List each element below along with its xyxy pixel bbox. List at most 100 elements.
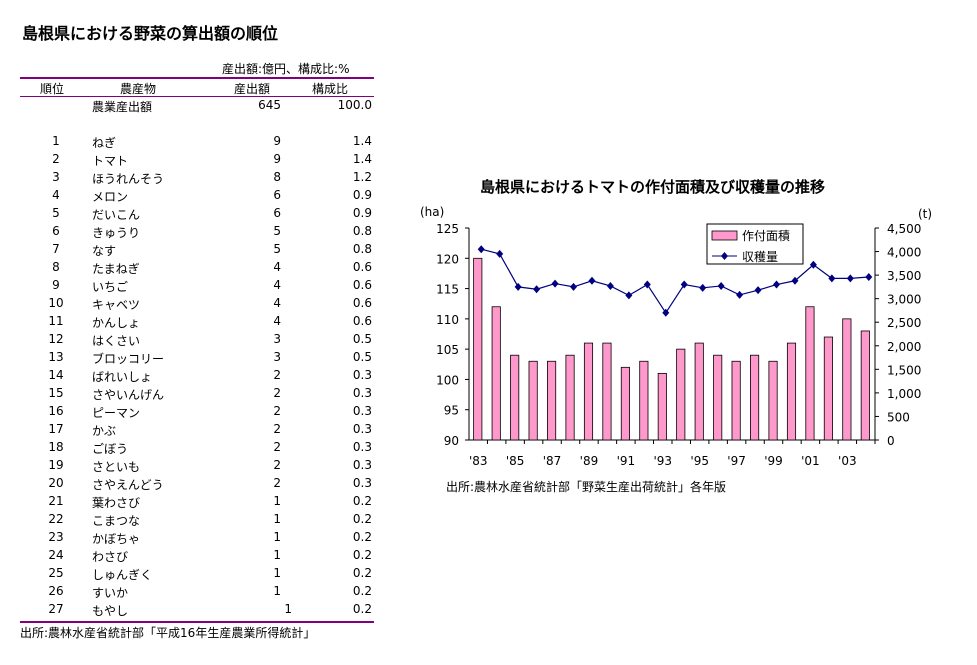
header-rank: 順位 bbox=[40, 82, 65, 96]
cell-rank: 24 bbox=[48, 548, 64, 562]
table-row: 16 ピーマン 2 0.3 bbox=[0, 404, 380, 422]
cell-crop: しゅんぎく bbox=[92, 568, 153, 582]
cell-ratio: 1.4 bbox=[352, 152, 372, 166]
bar-2001 bbox=[805, 306, 815, 441]
cell-value: 9 bbox=[273, 152, 281, 166]
cell-value: 1 bbox=[273, 548, 281, 562]
cell-crop: ばれいしょ bbox=[92, 370, 153, 384]
table-row: 22 こまつな 1 0.2 bbox=[0, 512, 380, 530]
cell-rank: 10 bbox=[48, 296, 64, 310]
cell-crop: もやし bbox=[92, 604, 129, 618]
legend-label-harvest: 収穫量 bbox=[742, 250, 778, 264]
cell-rank: 26 bbox=[48, 584, 64, 598]
table-header: 順位 農産物 産出額 構成比 bbox=[0, 80, 380, 98]
cell-ratio: 0.3 bbox=[352, 368, 372, 382]
table-row: 27 もやし 1 0.2 bbox=[0, 602, 380, 620]
cell-rank: 8 bbox=[52, 260, 60, 274]
cell-crop: メロン bbox=[92, 190, 129, 204]
cell-value: 9 bbox=[273, 134, 281, 148]
table-top-rule bbox=[20, 77, 374, 79]
point-1995 bbox=[699, 283, 707, 292]
cell-ratio: 0.3 bbox=[352, 458, 372, 472]
bar-1993 bbox=[657, 372, 667, 441]
cell-ratio: 0.2 bbox=[352, 530, 372, 544]
table-row: 1 ねぎ 9 1.4 bbox=[0, 134, 380, 152]
cell-crop: ピーマン bbox=[92, 406, 141, 420]
cell-value: 3 bbox=[273, 332, 281, 346]
point-1983 bbox=[477, 245, 485, 254]
table-row: 21 葉わさび 1 0.2 bbox=[0, 494, 380, 512]
left-tick-label: 100 bbox=[436, 373, 459, 387]
cell-value: 3 bbox=[273, 350, 281, 364]
cell-ratio: 1.4 bbox=[352, 134, 372, 148]
x-tick-label: '89 bbox=[580, 454, 599, 468]
bar-1989 bbox=[583, 342, 594, 441]
cell-value: 4 bbox=[273, 260, 281, 274]
point-1992 bbox=[643, 280, 651, 289]
point-1998 bbox=[754, 286, 762, 295]
bar-1988 bbox=[565, 354, 575, 441]
x-tick-label: '95 bbox=[690, 454, 709, 468]
cell-rank: 11 bbox=[48, 314, 64, 328]
bar-1998 bbox=[750, 354, 760, 441]
cell-crop: かぶ bbox=[92, 424, 117, 438]
x-tick-label: '85 bbox=[506, 454, 525, 468]
bar-1987 bbox=[547, 360, 557, 441]
cell-ratio: 0.3 bbox=[352, 476, 372, 490]
cell-value: 2 bbox=[273, 386, 281, 400]
bar-1999 bbox=[768, 360, 778, 441]
cell-ratio: 0.3 bbox=[352, 386, 372, 400]
legend-label-area: 作付面積 bbox=[742, 228, 790, 243]
x-tick-label: '03 bbox=[838, 454, 857, 468]
cell-rank: 6 bbox=[52, 224, 60, 238]
bar-1994 bbox=[676, 348, 686, 441]
cell-ratio: 0.2 bbox=[352, 494, 372, 508]
point-1991 bbox=[625, 291, 633, 300]
table-row: 2 トマト 9 1.4 bbox=[0, 152, 380, 170]
table-row: 3 ほうれんそう 8 1.2 bbox=[0, 170, 380, 188]
cell-rank: 21 bbox=[48, 494, 64, 508]
chart-title: 島根県におけるトマトの作付面積及び収穫量の推移 bbox=[480, 178, 826, 196]
cell-value: 8 bbox=[273, 170, 281, 184]
bar-2004 bbox=[860, 330, 870, 441]
left-tick-label: 110 bbox=[436, 313, 459, 327]
cell-crop: ごぼう bbox=[92, 442, 129, 456]
cell-crop: なす bbox=[92, 244, 117, 258]
point-1990 bbox=[606, 281, 614, 290]
cell-crop: こまつな bbox=[92, 514, 141, 528]
point-1999 bbox=[773, 280, 780, 289]
left-tick-label: 105 bbox=[436, 343, 459, 357]
point-2004 bbox=[865, 272, 873, 281]
cell-value: 2 bbox=[273, 422, 281, 436]
bar-2002 bbox=[823, 336, 833, 441]
point-1993 bbox=[662, 308, 670, 317]
cell-rank: 16 bbox=[48, 404, 64, 418]
cell-ratio: 0.6 bbox=[352, 296, 372, 310]
cell-value: 1 bbox=[273, 494, 281, 508]
table-row: 4 メロン 6 0.9 bbox=[0, 188, 380, 206]
total-value: 645 bbox=[258, 98, 281, 112]
bar-2000 bbox=[786, 342, 797, 441]
bar-1985 bbox=[510, 354, 520, 441]
table-row: 18 ごぼう 2 0.3 bbox=[0, 440, 380, 458]
bar-2003 bbox=[842, 318, 852, 441]
cell-crop: キャベツ bbox=[92, 298, 141, 312]
cell-ratio: 0.5 bbox=[352, 332, 372, 346]
cell-value: 5 bbox=[273, 242, 281, 256]
x-tick-label: '83 bbox=[469, 454, 488, 468]
cell-value: 1 bbox=[273, 530, 281, 544]
cell-ratio: 0.8 bbox=[352, 224, 372, 238]
cell-value: 4 bbox=[273, 314, 281, 328]
cell-crop: かぼちゃ bbox=[92, 532, 141, 546]
bar-1986 bbox=[528, 360, 538, 441]
cell-value: 2 bbox=[273, 440, 281, 454]
cell-crop: ほうれんそう bbox=[92, 172, 165, 186]
right-tick-label: 500 bbox=[887, 410, 910, 424]
right-tick-label: 3,500 bbox=[887, 269, 921, 283]
cell-rank: 17 bbox=[48, 422, 64, 436]
table-row: 6 きゅうり 5 0.8 bbox=[0, 224, 380, 242]
header-ratio: 構成比 bbox=[312, 82, 349, 96]
right-tick-label: 1,500 bbox=[887, 363, 921, 377]
bar-1984 bbox=[491, 306, 501, 441]
